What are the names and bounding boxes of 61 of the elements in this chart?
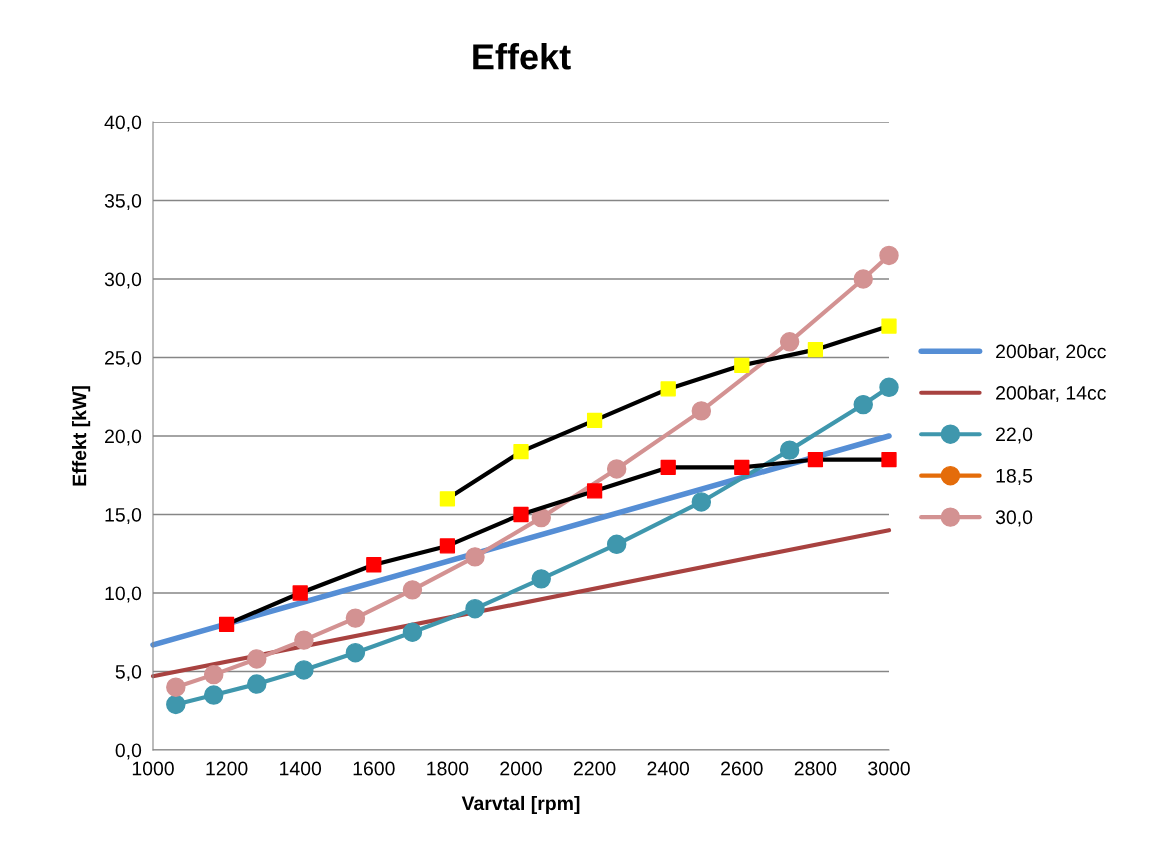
point (881, 318, 897, 334)
point (166, 694, 186, 715)
x-tick-label: 1400 (280, 761, 322, 776)
x-tick-label: 1800 (427, 761, 469, 776)
point (247, 649, 267, 669)
point (465, 598, 485, 619)
point (606, 459, 627, 479)
point (606, 534, 627, 555)
legend-label: 18,5 (996, 468, 1033, 485)
legend-label: 200bar, 20cc (996, 344, 1106, 361)
point (531, 569, 551, 589)
point (779, 440, 800, 460)
point (531, 507, 551, 528)
legend-label: 22,0 (996, 427, 1033, 444)
legend-label: 30,0 (995, 510, 1033, 527)
point (660, 381, 676, 397)
legend-label: 200bar, 14cc (996, 385, 1106, 403)
point (345, 642, 366, 663)
x-tick-label: 2600 (721, 761, 763, 776)
y-tick-label: 30,0 (104, 272, 142, 289)
x-tick-label: 3000 (868, 761, 910, 776)
point (691, 401, 712, 421)
point (779, 332, 800, 352)
point (853, 394, 873, 415)
x-tick-label: 1200 (206, 761, 248, 776)
y-tick-label: 15,0 (105, 507, 142, 525)
point (247, 674, 267, 694)
x-tick-label: 2800 (794, 761, 837, 776)
point (203, 685, 224, 705)
point (853, 269, 873, 289)
y-tick-label: 5,0 (115, 664, 142, 682)
point (203, 664, 224, 685)
y-tick-label: 0,0 (115, 743, 142, 760)
y-tick-label: 40,0 (104, 115, 142, 132)
y-tick-label: 35,0 (104, 193, 142, 211)
y-axis-title: Effekt [kW] (72, 386, 91, 486)
x-axis-title: Varvtal [rpm] (461, 795, 580, 815)
point (513, 444, 529, 460)
point (879, 377, 899, 398)
point (586, 412, 603, 428)
y-tick-label: 20,0 (105, 429, 142, 446)
x-tick-label: 1600 (353, 761, 395, 776)
y-tick-label: 25,0 (105, 350, 142, 368)
x-tick-label: 2000 (500, 761, 542, 776)
point (294, 660, 314, 680)
point (439, 491, 456, 507)
point (465, 547, 485, 567)
x-tick-label: 2200 (573, 761, 616, 776)
x-tick-label: 2400 (647, 761, 690, 776)
point (294, 630, 314, 650)
point (879, 245, 899, 266)
point (166, 677, 186, 697)
point (734, 357, 750, 373)
point (807, 342, 824, 358)
x-tick-label: 1000 (132, 761, 174, 776)
chart-title: Effekt (473, 43, 571, 70)
point (402, 622, 423, 642)
point (691, 492, 712, 512)
point (402, 580, 423, 600)
y-tick-label: 10,0 (105, 586, 142, 603)
point (345, 608, 366, 628)
